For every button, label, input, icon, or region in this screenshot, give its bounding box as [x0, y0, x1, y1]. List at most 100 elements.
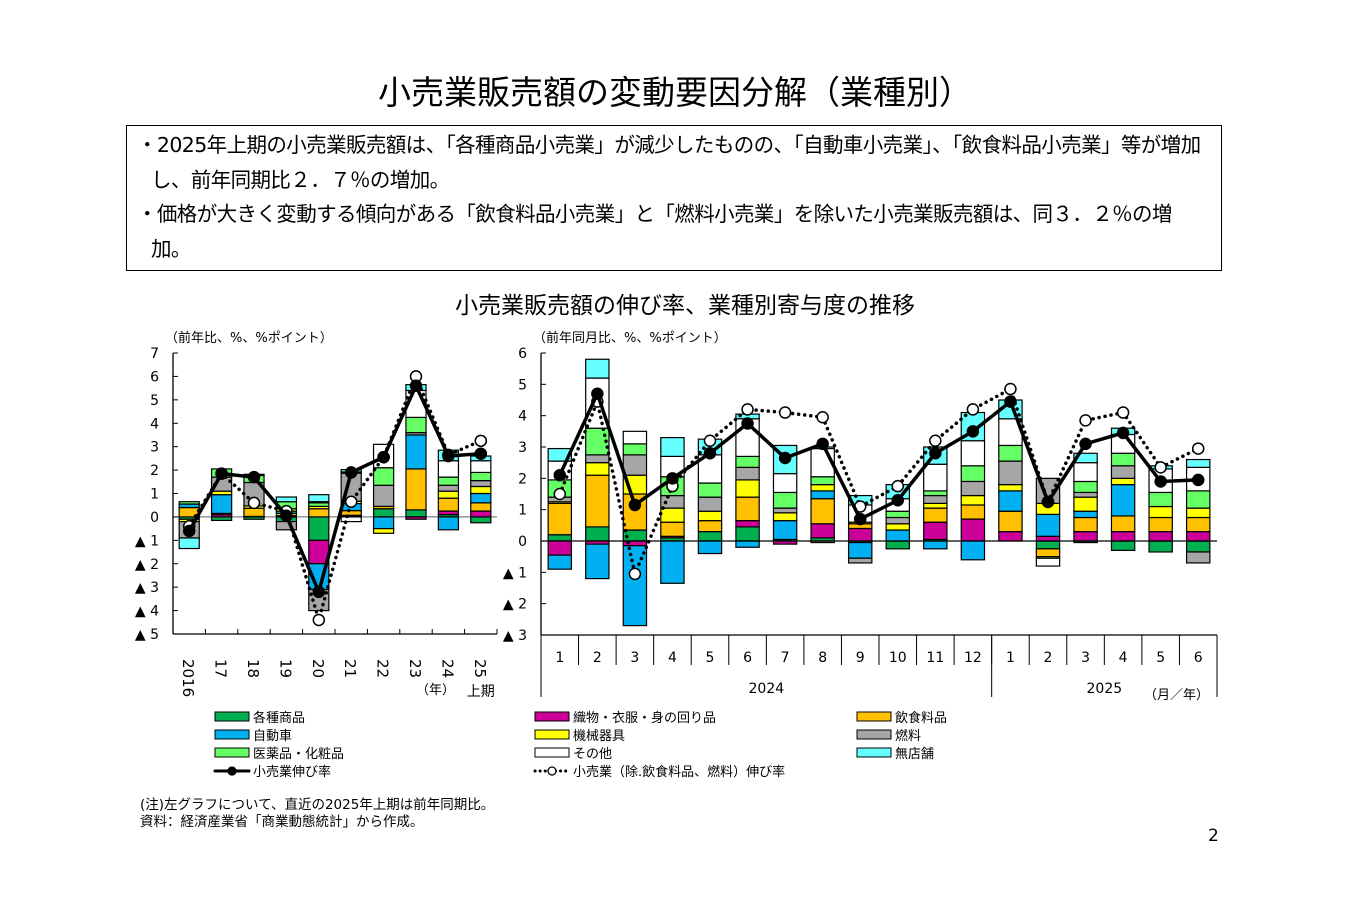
point-retail-growth [409, 379, 423, 393]
x-tick-label: 22 [374, 659, 392, 678]
bar-segment [1148, 530, 1173, 542]
bar-segment [585, 543, 610, 580]
legend-label: 自動車 [253, 729, 292, 744]
y-tick-label: ▲ 3 [503, 628, 527, 644]
bar-segment [660, 540, 685, 584]
y-tick-label: 6 [150, 369, 159, 385]
point-ex-food-fuel [553, 487, 567, 501]
bar-segment [1073, 491, 1098, 498]
bar-segment [885, 516, 911, 525]
bar-segment [810, 523, 835, 539]
year-label: 2025 [1087, 681, 1123, 697]
bar-segment [622, 545, 648, 627]
bar-segment [998, 460, 1023, 486]
y-tick-label: 2 [518, 471, 527, 487]
bar-segment [960, 494, 986, 506]
summary-line: ・価格が大きく変動する傾向がある「飲食料品小売業」と「燃料小売業」を除いた小売業… [137, 202, 1172, 261]
bar-segment [923, 502, 948, 509]
bar-segment [405, 468, 427, 511]
y-tick-label: 5 [150, 393, 159, 409]
bar-segment [735, 526, 760, 542]
bar-segment [1110, 540, 1136, 551]
y-tick-label: 4 [518, 409, 527, 425]
summary-box: ・2025年上期の小売業販売額は、「各種商品小売業」が減少したものの、「自動車小… [126, 125, 1222, 271]
bar-segment [372, 508, 395, 518]
y-tick-label: ▲ 2 [135, 557, 159, 573]
bar-segment [1073, 480, 1098, 494]
bar-segment [810, 498, 835, 525]
point-retail-growth [344, 466, 358, 479]
legend-swatch [214, 729, 250, 740]
bar-segment [810, 490, 835, 500]
x-tick-label: 21 [341, 659, 359, 678]
bar-segment [210, 494, 233, 515]
bar-segment [437, 460, 460, 478]
x-tick-label: 17 [212, 659, 230, 678]
bar-segment [547, 554, 573, 570]
y-tick-label: 6 [518, 346, 527, 362]
point-retail-growth [1079, 437, 1092, 451]
point-ex-food-fuel [966, 403, 980, 416]
bar-segment [547, 447, 573, 462]
x-tick-label: 5 [706, 650, 715, 666]
bar-segment [735, 455, 760, 468]
unit-label: （前年比、%、%ポイント） [165, 330, 333, 346]
bar-segment [735, 496, 760, 522]
legend-label: 小売業（除.飲食料品、燃料）伸び率 [573, 764, 785, 780]
bar-segment [1110, 465, 1136, 479]
bar-segment [1185, 551, 1211, 564]
bar-segment [1073, 530, 1098, 542]
x-tick-label: 1 [1006, 650, 1015, 666]
bar-segment [697, 540, 723, 555]
bar-segment [960, 518, 986, 542]
bar-segment [998, 490, 1023, 512]
point-retail-growth [474, 447, 488, 460]
summary-line: ・2025年上期の小売業販売額は、「各種商品小売業」が減少したものの、「自動車小… [137, 133, 1201, 192]
y-tick-label: ▲ 3 [135, 580, 159, 596]
bar-segment [243, 507, 265, 518]
x-tick-label: 12 [964, 650, 982, 666]
page-number: 2 [1208, 826, 1219, 846]
unit-label: （前年同月比、%、%ポイント） [533, 330, 727, 346]
legend-label: 機械器具 [573, 729, 625, 744]
point-retail-growth [182, 524, 196, 538]
legend-label: 医薬品・化粧品 [253, 747, 344, 762]
legend-swatch [534, 729, 570, 740]
bar-segment [1073, 510, 1098, 519]
legend-label: 燃料 [895, 728, 921, 744]
bar-segment [372, 528, 395, 534]
bar-segment [923, 507, 948, 523]
point-retail-growth [1004, 395, 1017, 408]
bar-segment [437, 516, 460, 531]
x-tick-label: 2016 [179, 659, 197, 697]
bar-segment [547, 502, 573, 536]
point-ex-food-fuel [816, 410, 829, 424]
bar-segment [308, 508, 330, 518]
chart-title: 小売業販売額の伸び率、業種別寄与度の推移 [455, 293, 915, 319]
bar-segment [622, 443, 648, 456]
bar-segment [735, 466, 760, 481]
bar-segment [470, 516, 492, 524]
x-tick-label: 19 [276, 659, 294, 678]
point-ex-food-fuel [474, 434, 488, 448]
bar-segment [960, 480, 986, 497]
bar-segment [585, 526, 610, 542]
point-ex-food-fuel [778, 406, 792, 419]
bar-segment [470, 502, 492, 512]
x-tick-label: 4 [668, 650, 677, 666]
x-tick-label: 4 [1119, 650, 1128, 666]
legend-swatch [534, 711, 570, 722]
y-tick-label: ▲ 2 [503, 597, 527, 613]
point-retail-growth [1116, 426, 1130, 440]
point-ex-food-fuel [344, 495, 358, 508]
bar-segment [960, 465, 986, 483]
bar-segment [660, 507, 685, 523]
legend-swatch [856, 729, 892, 740]
legend-swatch [856, 711, 892, 722]
point-retail-growth [1154, 475, 1167, 488]
bar-segment [1073, 516, 1098, 533]
bar-segment [1110, 452, 1136, 467]
bar-segment [923, 494, 948, 505]
bar-segment [275, 496, 298, 503]
bar-segment [470, 485, 492, 495]
